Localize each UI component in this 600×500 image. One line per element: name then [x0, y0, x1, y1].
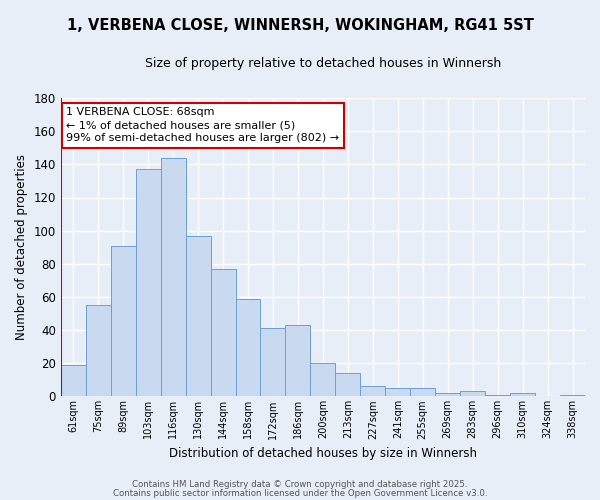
Text: 1 VERBENA CLOSE: 68sqm
← 1% of detached houses are smaller (5)
99% of semi-detac: 1 VERBENA CLOSE: 68sqm ← 1% of detached … [66, 107, 339, 144]
Bar [161, 158, 185, 396]
Bar [185, 236, 211, 396]
Bar [560, 394, 585, 396]
Y-axis label: Number of detached properties: Number of detached properties [15, 154, 28, 340]
X-axis label: Distribution of detached houses by size in Winnersh: Distribution of detached houses by size … [169, 447, 477, 460]
Bar [485, 394, 510, 396]
Bar [61, 365, 86, 396]
Title: Size of property relative to detached houses in Winnersh: Size of property relative to detached ho… [145, 58, 501, 70]
Bar [136, 170, 161, 396]
Text: Contains public sector information licensed under the Open Government Licence v3: Contains public sector information licen… [113, 489, 487, 498]
Bar [236, 298, 260, 396]
Bar [435, 393, 460, 396]
Bar [211, 269, 236, 396]
Bar [260, 328, 286, 396]
Bar [385, 388, 410, 396]
Bar [286, 325, 310, 396]
Text: Contains HM Land Registry data © Crown copyright and database right 2025.: Contains HM Land Registry data © Crown c… [132, 480, 468, 489]
Bar [510, 393, 535, 396]
Bar [335, 373, 361, 396]
Bar [111, 246, 136, 396]
Bar [460, 392, 485, 396]
Bar [361, 386, 385, 396]
Bar [410, 388, 435, 396]
Text: 1, VERBENA CLOSE, WINNERSH, WOKINGHAM, RG41 5ST: 1, VERBENA CLOSE, WINNERSH, WOKINGHAM, R… [67, 18, 533, 32]
Bar [86, 305, 111, 396]
Bar [310, 363, 335, 396]
